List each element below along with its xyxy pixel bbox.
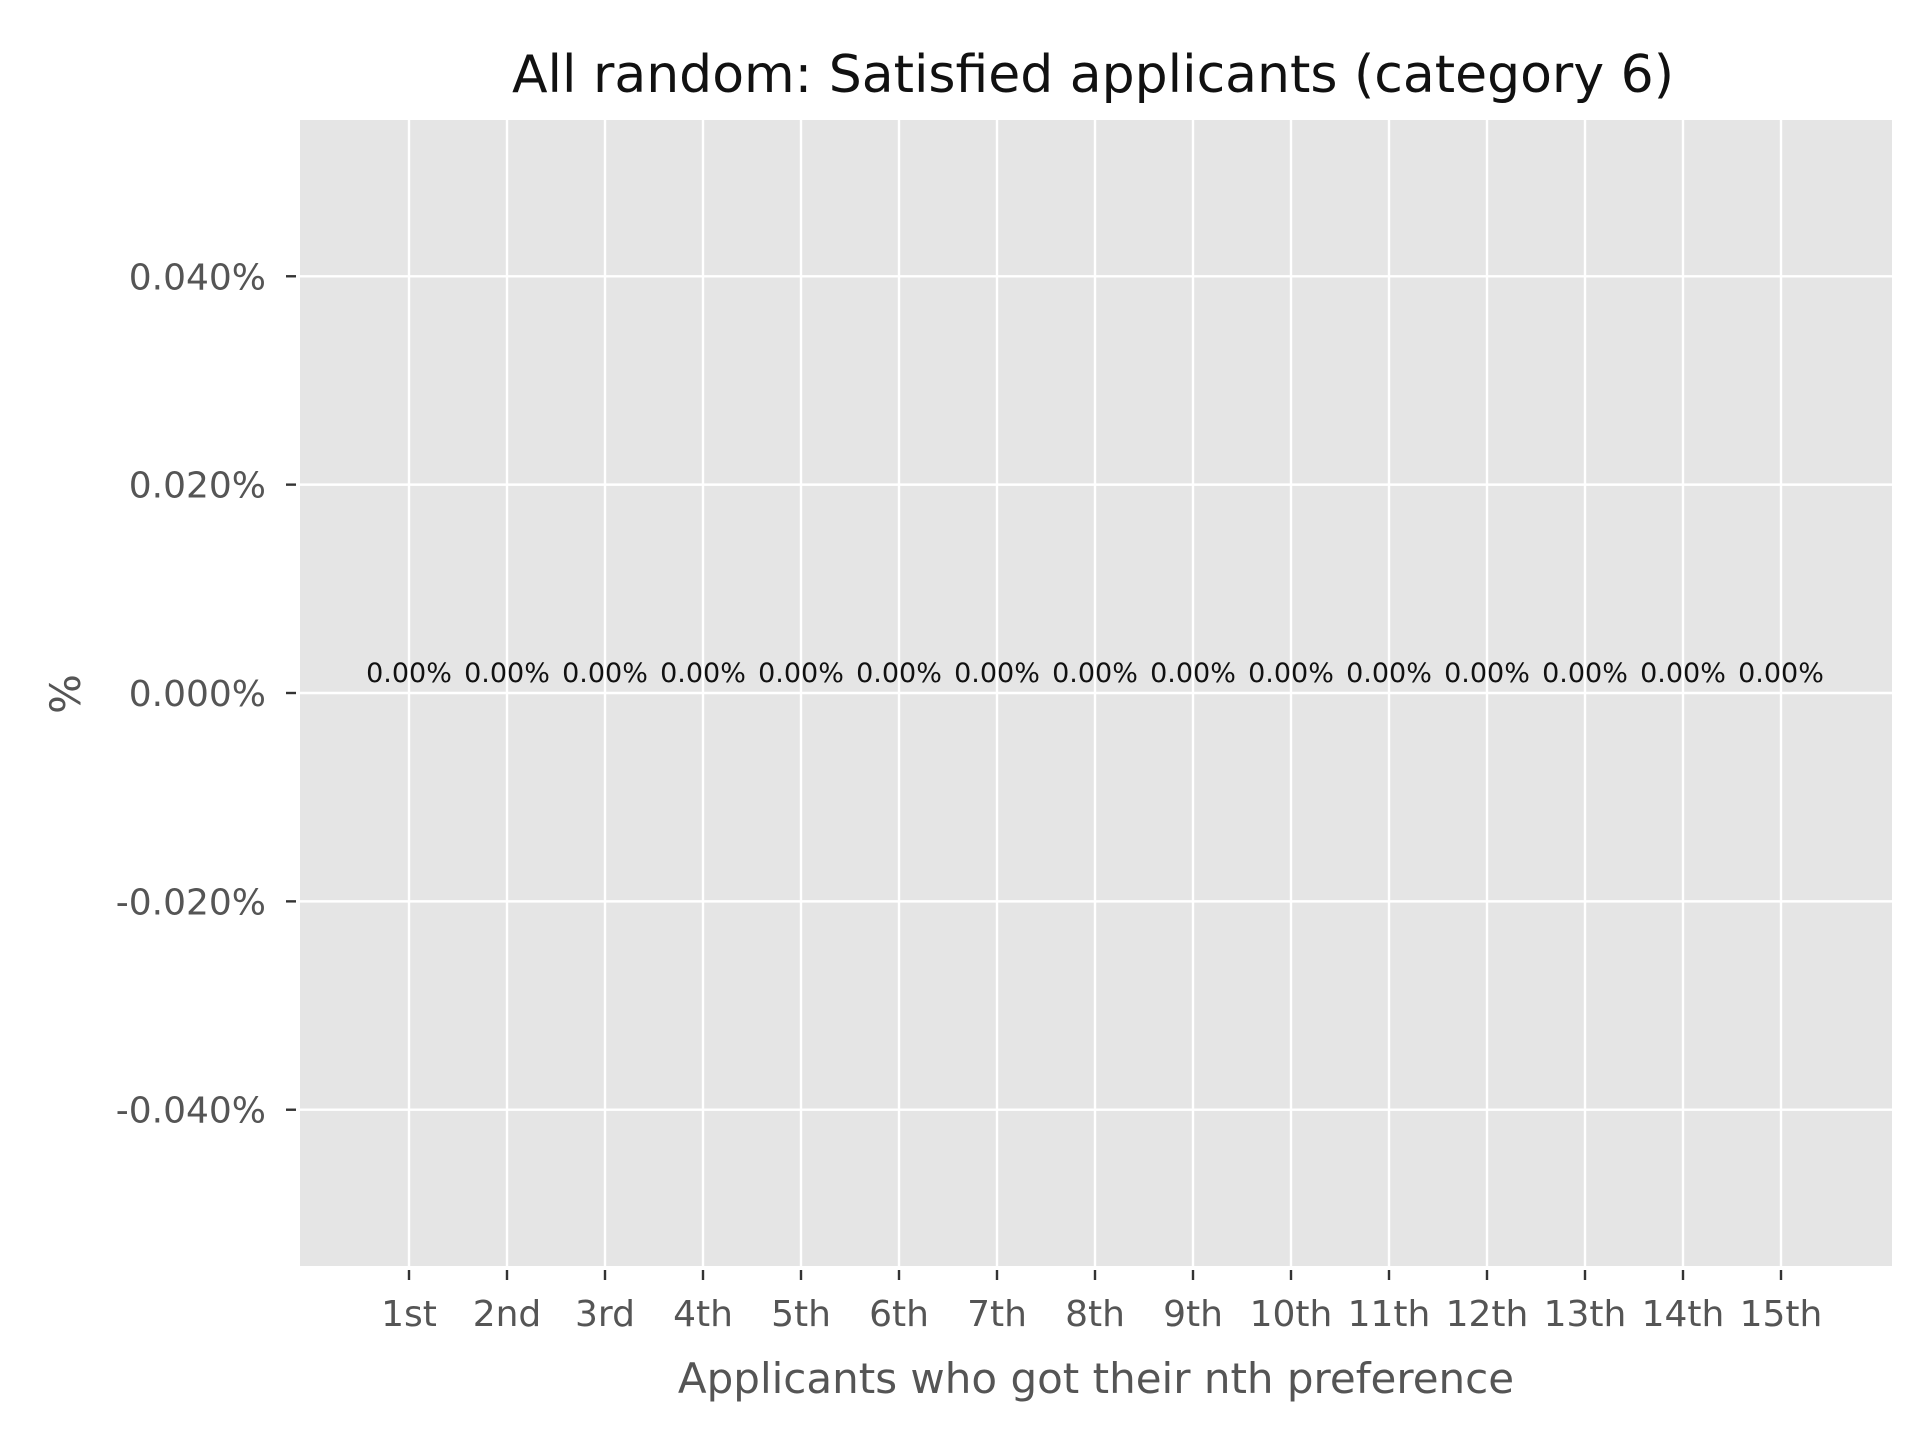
- x-tick-label: 14th: [1642, 1294, 1725, 1335]
- y-tick-label: -0.040%: [116, 1091, 266, 1132]
- y-axis: 0.040% 0.020% 0.000% -0.020% -0.040%: [116, 257, 296, 1132]
- data-label: 0.00%: [562, 658, 648, 689]
- data-label: 0.00%: [1640, 658, 1726, 689]
- y-tick-label: 0.040%: [129, 257, 266, 298]
- data-label: 0.00%: [1052, 658, 1138, 689]
- x-tick-label: 4th: [673, 1294, 733, 1335]
- data-label: 0.00%: [1346, 658, 1432, 689]
- data-label: 0.00%: [1444, 658, 1530, 689]
- data-label: 0.00%: [1248, 658, 1334, 689]
- x-tick-label: 13th: [1544, 1294, 1627, 1335]
- data-label: 0.00%: [1150, 658, 1236, 689]
- x-tick-label: 15th: [1740, 1294, 1823, 1335]
- x-tick-label: 5th: [771, 1294, 831, 1335]
- x-tick-label: 6th: [869, 1294, 929, 1335]
- grid-lines: [300, 120, 1892, 1266]
- data-label: 0.00%: [954, 658, 1040, 689]
- data-label: 0.00%: [464, 658, 550, 689]
- data-label: 0.00%: [366, 658, 452, 689]
- data-label: 0.00%: [1542, 658, 1628, 689]
- x-tick-label: 2nd: [473, 1294, 542, 1335]
- x-axis-title: Applicants who got their nth preference: [678, 1354, 1514, 1403]
- chart-title: All random: Satisfied applicants (catego…: [512, 45, 1674, 105]
- data-label: 0.00%: [758, 658, 844, 689]
- y-tick-label: 0.020%: [129, 466, 266, 507]
- x-tick-label: 1st: [381, 1294, 437, 1335]
- y-tick-label: -0.020%: [116, 882, 266, 923]
- x-tick-label: 7th: [967, 1294, 1027, 1335]
- x-tick-label: 10th: [1250, 1294, 1333, 1335]
- x-tick-label: 11th: [1348, 1294, 1431, 1335]
- y-tick-label: 0.000%: [129, 674, 266, 715]
- x-tick-label: 9th: [1163, 1294, 1223, 1335]
- data-label: 0.00%: [856, 658, 942, 689]
- data-label: 0.00%: [1738, 658, 1824, 689]
- x-tick-label: 3rd: [575, 1294, 635, 1335]
- x-tick-label: 8th: [1065, 1294, 1125, 1335]
- data-labels: 0.00% 0.00% 0.00% 0.00% 0.00% 0.00% 0.00% 0.00%…: [366, 658, 1824, 689]
- y-axis-title: %: [41, 674, 90, 714]
- x-axis: 1st 2nd 3rd 4th 5th 6th 7th 8th 9th 10th 11th 12th 1…: [381, 1270, 1822, 1335]
- x-tick-label: 12th: [1446, 1294, 1529, 1335]
- data-label: 0.00%: [660, 658, 746, 689]
